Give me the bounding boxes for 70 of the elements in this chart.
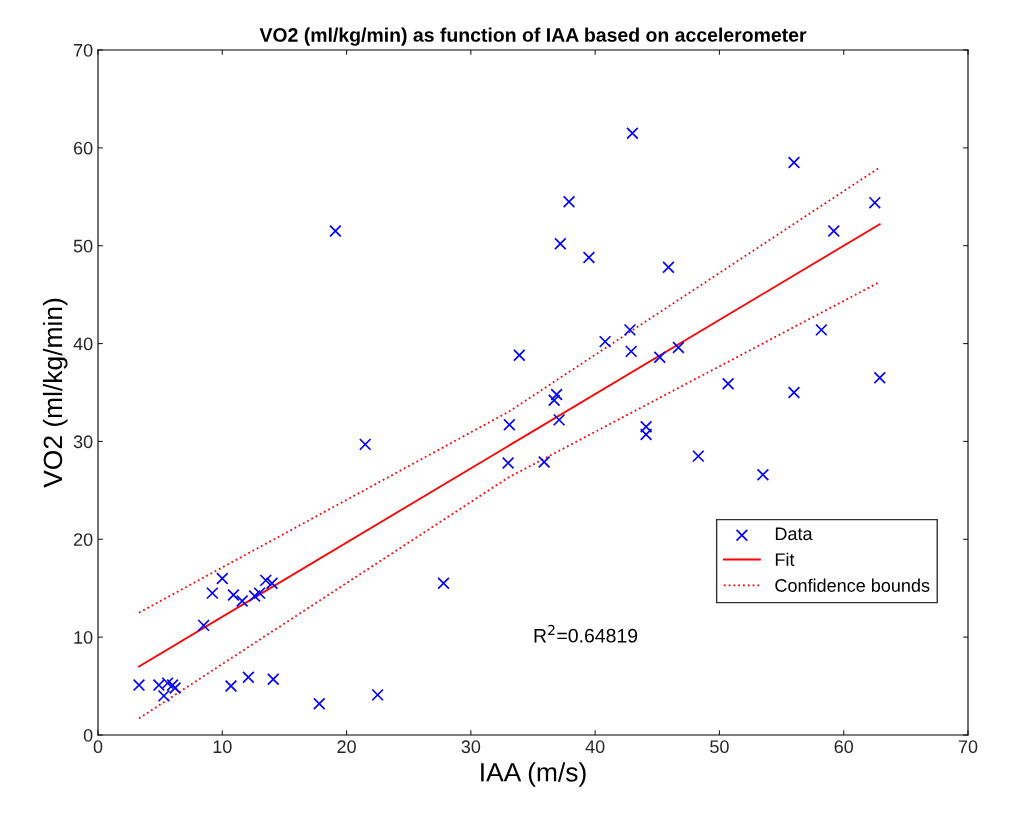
y-tick-label: 30 xyxy=(73,435,93,449)
point xyxy=(235,594,249,608)
x-tick-label: 40 xyxy=(585,740,605,754)
point xyxy=(227,588,240,602)
point xyxy=(437,577,450,590)
y-tick-label: 70 xyxy=(73,43,93,57)
x-tick-label: 0 xyxy=(93,740,103,754)
point xyxy=(692,449,705,463)
point xyxy=(554,237,567,250)
point xyxy=(550,388,563,401)
point xyxy=(721,377,735,390)
point xyxy=(672,341,685,354)
point xyxy=(582,251,596,264)
point xyxy=(513,349,526,362)
point xyxy=(197,619,210,632)
point xyxy=(624,345,638,358)
point xyxy=(224,679,238,693)
x-tick-label: 20 xyxy=(337,740,356,754)
point xyxy=(815,323,828,337)
y-tick-label: 0 xyxy=(83,728,93,742)
point xyxy=(868,196,882,209)
point xyxy=(873,371,886,385)
point xyxy=(547,394,561,407)
x-tick-label: 30 xyxy=(461,740,481,754)
point xyxy=(662,261,675,274)
point xyxy=(503,418,516,432)
legend-label: Confidence bounds xyxy=(775,578,930,592)
x-tick-label: 70 xyxy=(958,740,978,754)
point xyxy=(598,335,612,348)
chart-title: VO2 (ml/kg/min) as function of IAA based on accelerometer xyxy=(259,27,807,46)
point xyxy=(501,456,515,470)
point xyxy=(827,224,840,238)
point xyxy=(157,689,171,703)
y-tick-label: 20 xyxy=(73,533,93,547)
x-tick-label: 60 xyxy=(834,740,854,754)
y-tick-label: 60 xyxy=(73,141,93,155)
legend-label: Fit xyxy=(775,552,795,566)
point xyxy=(639,420,653,433)
point xyxy=(265,577,279,590)
y-tick-label: 40 xyxy=(73,337,93,351)
point xyxy=(216,572,229,585)
x-axis-title: IAA (m/s) xyxy=(481,762,586,787)
point xyxy=(206,586,219,600)
point xyxy=(371,688,384,702)
point xyxy=(313,697,326,710)
point xyxy=(329,224,342,238)
point xyxy=(653,351,666,364)
y-tick-label: 50 xyxy=(73,239,93,253)
point xyxy=(639,428,653,441)
y-tick-label: 10 xyxy=(74,631,93,644)
legend-label: Data xyxy=(775,527,813,541)
annotation: R$^{2}$=0.64819 xyxy=(534,624,638,643)
x-tick-label: 10 xyxy=(213,740,232,754)
y-axis-title: VO2 (ml/kg/min) xyxy=(42,298,68,488)
point xyxy=(259,574,273,587)
point xyxy=(253,586,266,600)
point xyxy=(562,195,576,208)
point xyxy=(626,126,639,140)
point xyxy=(787,156,801,169)
point xyxy=(623,323,637,337)
point xyxy=(358,438,372,451)
point xyxy=(248,589,261,603)
point xyxy=(537,455,551,469)
point xyxy=(242,671,255,684)
point xyxy=(552,413,566,427)
x-tick-label: 50 xyxy=(710,740,729,754)
point xyxy=(787,386,801,399)
point xyxy=(267,673,280,686)
point xyxy=(756,468,770,481)
point xyxy=(132,678,146,692)
